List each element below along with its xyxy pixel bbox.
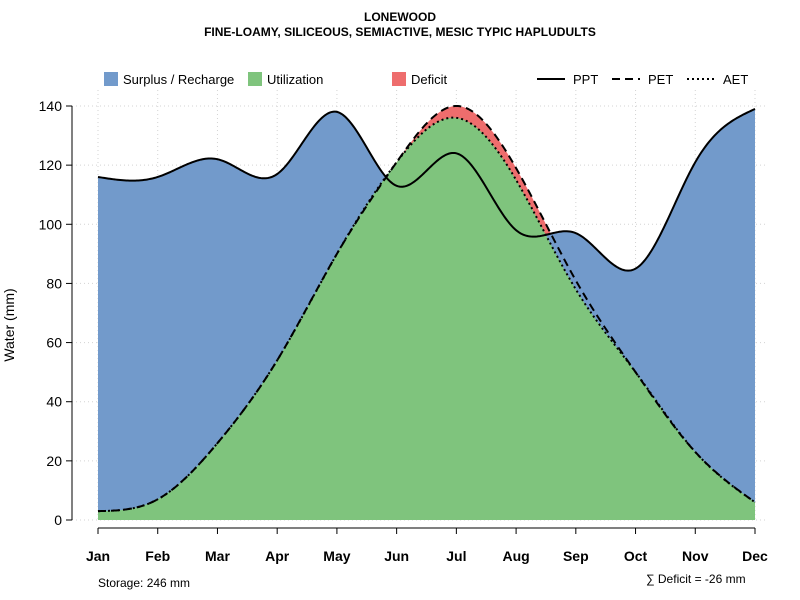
ppt-line [97, 108, 756, 272]
chart-subtitle: FINE-LOAMY, SILICEOUS, SEMIACTIVE, MESIC… [204, 25, 596, 39]
x-tick-label: Sep [563, 548, 589, 564]
x-tick-label: Dec [742, 548, 768, 564]
x-tick-label: Aug [502, 548, 529, 564]
deficit-note: ∑ Deficit = -26 mm [646, 572, 746, 586]
x-tick-label: Jul [446, 548, 466, 564]
storage-note: Storage: 246 mm [98, 576, 191, 590]
y-axis-label: Water (mm) [1, 288, 17, 361]
y-tick-label: 80 [46, 275, 62, 291]
x-tick-label: Jun [384, 548, 409, 564]
legend-label: Utilization [267, 72, 323, 87]
legend-swatch [392, 72, 406, 86]
x-tick-label: Oct [624, 548, 648, 564]
x-tick-label: Nov [682, 548, 709, 564]
pet-line [97, 104, 756, 513]
x-tick-label: Jan [86, 548, 110, 564]
x-tick-label: Feb [145, 548, 170, 564]
legend-label: PPT [573, 72, 598, 87]
y-tick-label: 20 [46, 453, 62, 469]
x-tick-label: Mar [205, 548, 230, 564]
y-tick-label: 140 [39, 98, 63, 114]
y-tick-label: 40 [46, 394, 62, 410]
legend-swatch [104, 72, 118, 86]
y-tick-label: 60 [46, 335, 62, 351]
legend-label: Surplus / Recharge [123, 72, 234, 87]
utilization-area [98, 117, 755, 520]
y-tick-label: 0 [54, 512, 62, 528]
y-tick-label: 100 [39, 216, 63, 232]
legend-swatch [248, 72, 262, 86]
legend-label: Deficit [411, 72, 448, 87]
legend-label: AET [723, 72, 748, 87]
x-tick-label: Apr [265, 548, 290, 564]
y-tick-label: 120 [39, 157, 63, 173]
legend-label: PET [648, 72, 673, 87]
x-tick-label: May [323, 548, 350, 564]
chart-title: LONEWOOD [364, 10, 436, 24]
